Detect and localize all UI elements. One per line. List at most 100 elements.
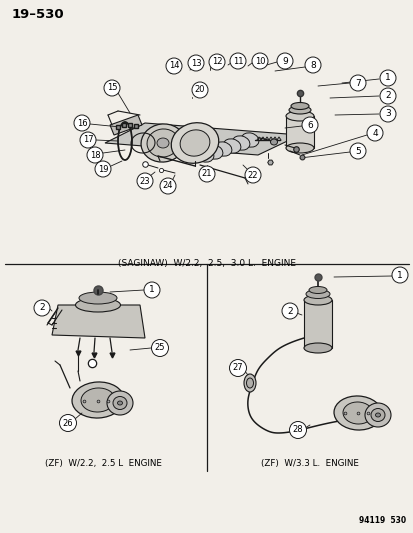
Text: 19: 19 (97, 165, 108, 174)
Circle shape (192, 82, 207, 98)
Text: 2: 2 (384, 92, 390, 101)
Circle shape (230, 53, 245, 69)
Ellipse shape (305, 289, 329, 298)
Ellipse shape (204, 145, 222, 159)
Text: 19–530: 19–530 (12, 8, 64, 21)
Text: 5: 5 (354, 147, 360, 156)
Circle shape (281, 303, 297, 319)
Text: 16: 16 (76, 118, 87, 127)
Text: 10: 10 (254, 56, 265, 66)
Circle shape (379, 106, 395, 122)
Text: 11: 11 (232, 56, 243, 66)
Ellipse shape (288, 106, 310, 114)
Text: 14: 14 (169, 61, 179, 70)
Text: 23: 23 (139, 176, 150, 185)
Text: 4: 4 (371, 128, 377, 138)
Text: 21: 21 (201, 169, 212, 179)
Ellipse shape (157, 138, 169, 148)
Circle shape (80, 132, 96, 148)
Text: 3: 3 (384, 109, 390, 118)
Text: 22: 22 (247, 171, 258, 180)
Ellipse shape (375, 413, 380, 417)
Text: 26: 26 (62, 418, 73, 427)
Ellipse shape (223, 139, 240, 153)
Ellipse shape (364, 403, 390, 427)
Text: 2: 2 (287, 306, 292, 316)
Circle shape (144, 282, 159, 298)
Ellipse shape (290, 102, 308, 109)
Polygon shape (110, 115, 142, 135)
Text: 7: 7 (354, 78, 360, 87)
Circle shape (304, 57, 320, 73)
Circle shape (104, 80, 120, 96)
Ellipse shape (81, 388, 115, 412)
Bar (285, 116, 313, 148)
Bar (303, 300, 331, 348)
Text: 18: 18 (90, 150, 100, 159)
Text: 1: 1 (384, 74, 390, 83)
Circle shape (391, 267, 407, 283)
Circle shape (74, 115, 90, 131)
Ellipse shape (196, 148, 214, 162)
Ellipse shape (370, 408, 384, 422)
Text: 27: 27 (232, 364, 243, 373)
Text: 17: 17 (83, 135, 93, 144)
Text: 13: 13 (190, 59, 201, 68)
Circle shape (95, 161, 111, 177)
Ellipse shape (303, 295, 331, 305)
Ellipse shape (243, 374, 255, 392)
Circle shape (379, 70, 395, 86)
Ellipse shape (342, 402, 372, 424)
Text: 6: 6 (306, 120, 312, 130)
Ellipse shape (285, 143, 313, 153)
Ellipse shape (240, 133, 258, 147)
Ellipse shape (232, 136, 249, 150)
Ellipse shape (171, 123, 218, 163)
Ellipse shape (113, 397, 127, 409)
Circle shape (379, 88, 395, 104)
Text: 2: 2 (39, 303, 45, 312)
Ellipse shape (107, 391, 133, 415)
Ellipse shape (141, 124, 185, 162)
Ellipse shape (246, 378, 253, 388)
Ellipse shape (180, 130, 209, 156)
Text: 12: 12 (211, 58, 222, 67)
Ellipse shape (117, 401, 122, 405)
Circle shape (276, 53, 292, 69)
Circle shape (151, 340, 168, 357)
Circle shape (199, 166, 214, 182)
Ellipse shape (147, 129, 178, 157)
Text: (SAGINAW)  W/2.2,  2.5,  3.0 L.  ENGINE: (SAGINAW) W/2.2, 2.5, 3.0 L. ENGINE (118, 259, 295, 268)
Circle shape (87, 147, 103, 163)
Ellipse shape (214, 142, 231, 156)
Text: 28: 28 (292, 425, 303, 434)
Text: 94119  530: 94119 530 (358, 516, 405, 525)
Circle shape (244, 167, 260, 183)
Text: (ZF)  W/3.3 L.  ENGINE: (ZF) W/3.3 L. ENGINE (261, 459, 358, 468)
Circle shape (59, 415, 76, 432)
Circle shape (301, 117, 317, 133)
Circle shape (159, 178, 176, 194)
Circle shape (349, 75, 365, 91)
Circle shape (137, 173, 153, 189)
Text: (ZF)  W/2.2,  2.5 L  ENGINE: (ZF) W/2.2, 2.5 L ENGINE (45, 459, 161, 468)
Ellipse shape (270, 139, 277, 145)
Polygon shape (105, 123, 299, 155)
Text: 8: 8 (309, 61, 315, 69)
Circle shape (166, 58, 182, 74)
Circle shape (252, 53, 267, 69)
Circle shape (209, 54, 224, 70)
Ellipse shape (72, 382, 123, 418)
Circle shape (188, 55, 204, 71)
Text: 15: 15 (107, 84, 117, 93)
Circle shape (366, 125, 382, 141)
Circle shape (289, 422, 306, 439)
Text: 24: 24 (162, 182, 173, 190)
Text: 9: 9 (281, 56, 287, 66)
Text: 20: 20 (194, 85, 205, 94)
Polygon shape (52, 305, 145, 338)
Circle shape (349, 143, 365, 159)
Text: 1: 1 (396, 271, 402, 279)
Text: 25: 25 (154, 343, 165, 352)
Ellipse shape (285, 111, 313, 121)
